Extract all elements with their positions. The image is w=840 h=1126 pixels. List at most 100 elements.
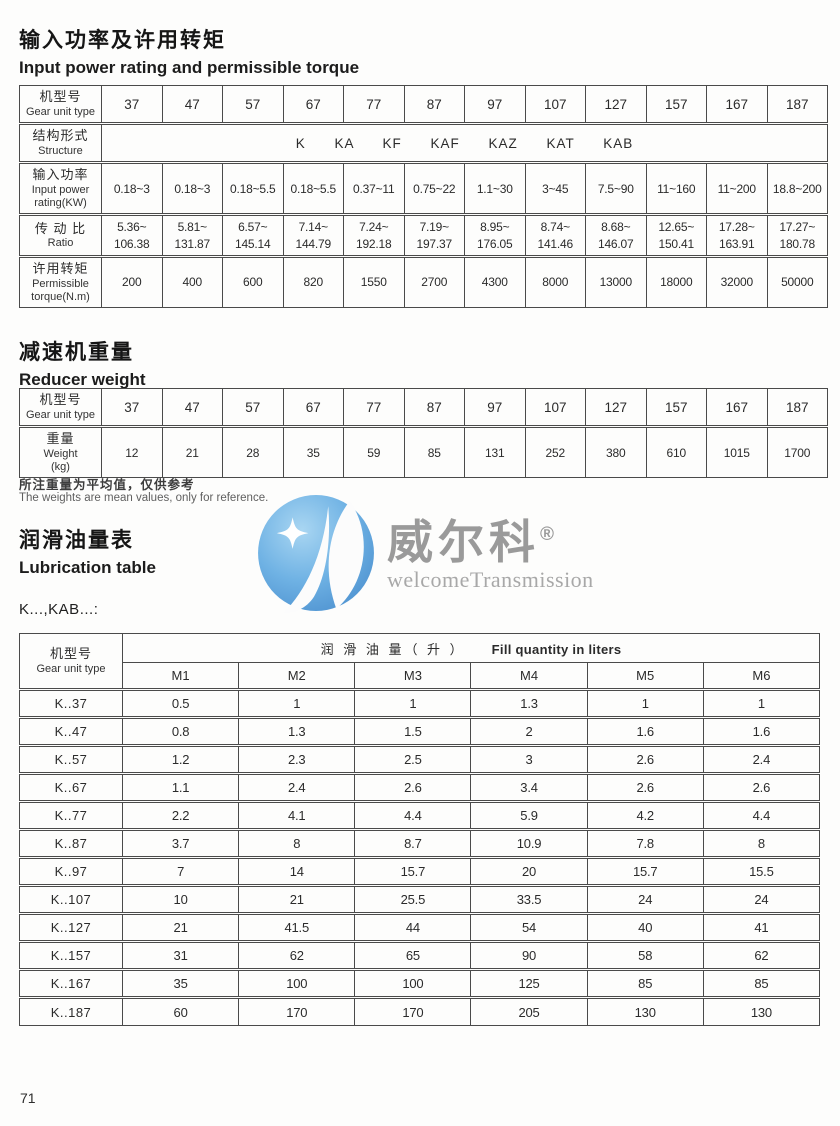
fill-quantity-cell: 1.3	[238, 716, 356, 746]
input-power-cell: 11~200	[706, 161, 768, 216]
ratio-cell: 7.24~ 192.18	[343, 213, 405, 257]
fill-quantity-cell: 1	[702, 688, 821, 718]
fill-quantity-cell: 41.5	[238, 912, 356, 942]
fill-quantity-cell: 2.4	[238, 772, 356, 802]
model-cell: K..157	[19, 940, 123, 970]
weight-cell: 131	[464, 425, 526, 479]
column-header-fill-quantity: 润 滑 油 量（ 升 ） Fill quantity in liters	[122, 633, 820, 663]
row-header-weight: 重量 Weight (kg)	[19, 425, 102, 479]
power-torque-title-zh: 输入功率及许用转矩	[19, 29, 226, 52]
model-cell: K..97	[19, 856, 123, 886]
lube-data-row: K..77 2.2 4.1 4.4 5.9 4.2 4.4	[19, 800, 821, 830]
input-power-cell: 11~160	[645, 161, 707, 216]
gear-type-cell: 97	[464, 84, 526, 125]
gear-type-cell: 127	[585, 84, 647, 125]
fill-quantity-cell: 31	[121, 940, 240, 970]
input-power-cell: 3~45	[524, 161, 586, 216]
input-power-cell: 0.18~5.5	[282, 161, 344, 216]
row-header-input-power: 输入功率 Input power rating(KW)	[19, 161, 102, 216]
lube-data-row: K..47 0.8 1.3 1.5 2 1.6 1.6	[19, 716, 821, 746]
fill-quantity-cell: 1.6	[586, 716, 704, 746]
brand-name-zh: 威尔科®	[387, 516, 554, 568]
fill-quantity-cell: 24	[702, 884, 821, 914]
column-header-m2: M2	[238, 662, 356, 690]
column-header-m4: M4	[470, 662, 588, 690]
gear-type-cell: 87	[403, 84, 465, 125]
input-power-cell: 18.8~200	[766, 161, 828, 216]
torque-cell: 50000	[766, 254, 828, 309]
ratio-cell: 5.81~ 131.87	[161, 213, 223, 257]
gear-type-cell: 77	[343, 387, 405, 428]
fill-quantity-cell: 1	[586, 688, 704, 718]
row-header-model: 机型号 Gear unit type	[19, 84, 102, 125]
row-header-input-power-zh: 输入功率	[32, 167, 89, 183]
gear-type-cell: 57	[222, 387, 284, 428]
fill-quantity-cell: 40	[586, 912, 704, 942]
fill-quantity-cell: 125	[470, 968, 588, 998]
fill-quantity-cell: 60	[121, 996, 240, 1026]
model-cell: K..67	[19, 772, 123, 802]
weight-note-en: The weights are mean values, only for re…	[19, 492, 269, 504]
fill-quantity-label-en: Fill quantity in liters	[491, 641, 622, 657]
fill-quantity-cell: 24	[586, 884, 704, 914]
fill-quantity-cell: 130	[702, 996, 821, 1026]
gear-type-cell: 37	[101, 84, 163, 125]
fill-quantity-cell: 1	[354, 688, 472, 718]
weight-cell: 21	[161, 425, 223, 479]
weight-cell: 59	[343, 425, 405, 479]
fill-quantity-cell: 65	[354, 940, 472, 970]
fill-quantity-cell: 1	[238, 688, 356, 718]
fill-quantity-cell: 90	[470, 940, 588, 970]
input-power-cell: 0.18~3	[161, 161, 223, 216]
fill-quantity-cell: 14	[238, 856, 356, 886]
row-header-input-power-en: Input power	[31, 184, 90, 197]
row-header-torque-en: torque(N.m)	[31, 290, 90, 303]
fill-quantity-cell: 2.2	[121, 800, 240, 830]
torque-cell: 32000	[706, 254, 768, 309]
column-header-m5: M5	[586, 662, 704, 690]
gear-type-cell: 167	[706, 84, 768, 125]
fill-quantity-cell: 1.2	[121, 744, 240, 774]
row-header-ratio-en: Ratio	[47, 237, 74, 250]
weight-cell: 252	[524, 425, 586, 479]
fill-quantity-cell: 21	[121, 912, 240, 942]
model-cell: K..107	[19, 884, 123, 914]
gear-type-cell: 77	[343, 84, 405, 125]
ratio-cell: 17.28~ 163.91	[706, 213, 768, 257]
weight-title-zh: 减速机重量	[19, 341, 134, 364]
torque-cell: 200	[101, 254, 163, 309]
fill-quantity-cell: 4.4	[354, 800, 472, 830]
gear-type-cell: 47	[161, 84, 223, 125]
fill-quantity-cell: 15.7	[354, 856, 472, 886]
column-header-m3: M3	[354, 662, 472, 690]
lube-data-row: K..167 35 100 100 125 85 85	[19, 968, 821, 998]
ratio-cell: 7.19~ 197.37	[403, 213, 465, 257]
lube-subheader-row: M1 M2 M3 M4 M5 M6	[20, 662, 821, 690]
brand-name-en: welcomeTransmission	[387, 567, 594, 592]
fill-quantity-cell: 8.7	[354, 828, 472, 858]
fill-quantity-cell: 54	[470, 912, 588, 942]
logo-star-icon	[276, 517, 309, 549]
torque-cell: 600	[222, 254, 284, 309]
power-torque-table: 机型号 Gear unit type 37 47 57 67 77 87 97 107 127 157…	[19, 84, 828, 309]
lube-data-row: K..37 0.5 1 1 1.3 1 1	[19, 688, 821, 718]
model-cell: K..77	[19, 800, 123, 830]
fill-quantity-cell: 3	[470, 744, 588, 774]
fill-quantity-cell: 130	[586, 996, 704, 1026]
model-cell: K..187	[19, 996, 123, 1026]
ratio-cell: 12.65~ 150.41	[645, 213, 707, 257]
fill-quantity-cell: 2.6	[702, 772, 821, 802]
weight-title-en: Reducer weight	[19, 370, 146, 389]
row-header-torque: 许用转矩 Permissible torque(N.m)	[19, 254, 102, 309]
section-lubrication-heading: 润滑油量表 Lubrication table	[19, 524, 156, 578]
ratio-cell: 5.36~ 106.38	[101, 213, 163, 257]
column-header-model-en: Gear unit type	[36, 662, 106, 675]
row-header-weight-en: (kg)	[51, 461, 70, 474]
fill-quantity-cell: 2.6	[586, 772, 704, 802]
gear-type-cell: 97	[464, 387, 526, 428]
fill-quantity-cell: 0.5	[121, 688, 240, 718]
torque-cell: 18000	[645, 254, 707, 309]
row-header-structure-en: Structure	[38, 144, 83, 157]
input-power-cell: 0.37~11	[343, 161, 405, 216]
logo-swoosh-icon	[283, 506, 330, 613]
